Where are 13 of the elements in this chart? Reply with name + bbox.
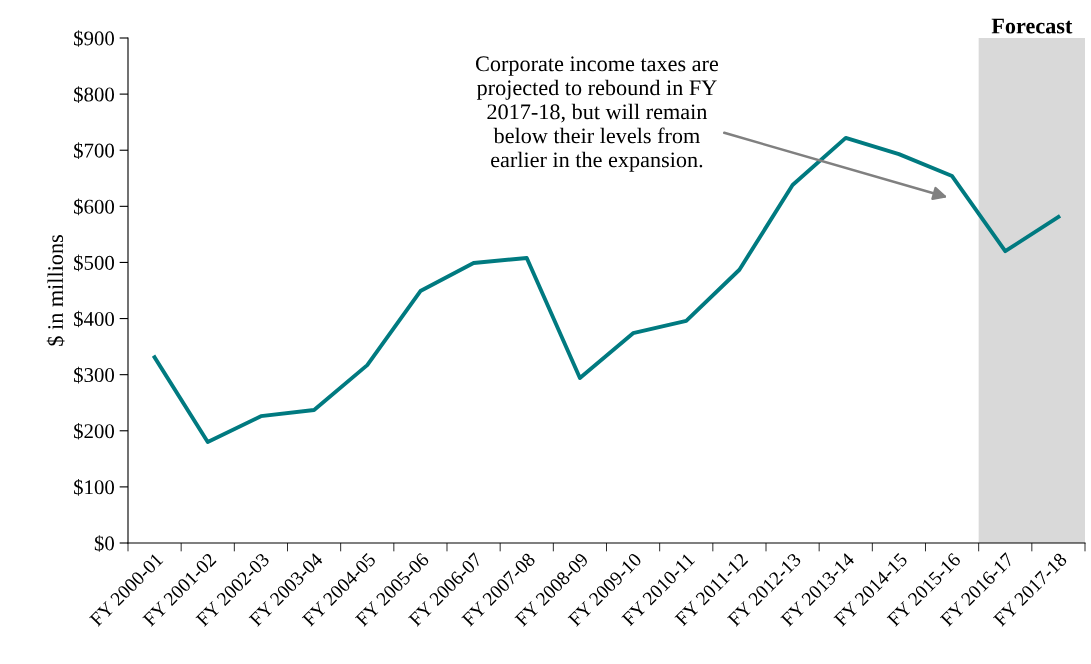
y-tick-label: $300 (74, 366, 115, 384)
y-tick-label: $800 (74, 86, 115, 103)
annotation: Corporate income taxes are projected to rebound in FY 2017-18, but will remain below their levels from earlier in the expansion. (475, 56, 719, 172)
y-tick-label: $100 (74, 479, 115, 496)
y-axis-title: $ in millions (46, 235, 65, 346)
y-tick-label: $200 (74, 422, 115, 440)
y-tick-label: $900 (74, 30, 115, 47)
y-tick-label: $400 (74, 310, 115, 328)
y-tick-label: $0 (94, 535, 115, 552)
band-label: Forecast (991, 18, 1073, 34)
y-tick-label: $600 (74, 198, 115, 216)
y-tick-label: $500 (74, 254, 115, 272)
y-tick-label: $700 (74, 142, 115, 160)
